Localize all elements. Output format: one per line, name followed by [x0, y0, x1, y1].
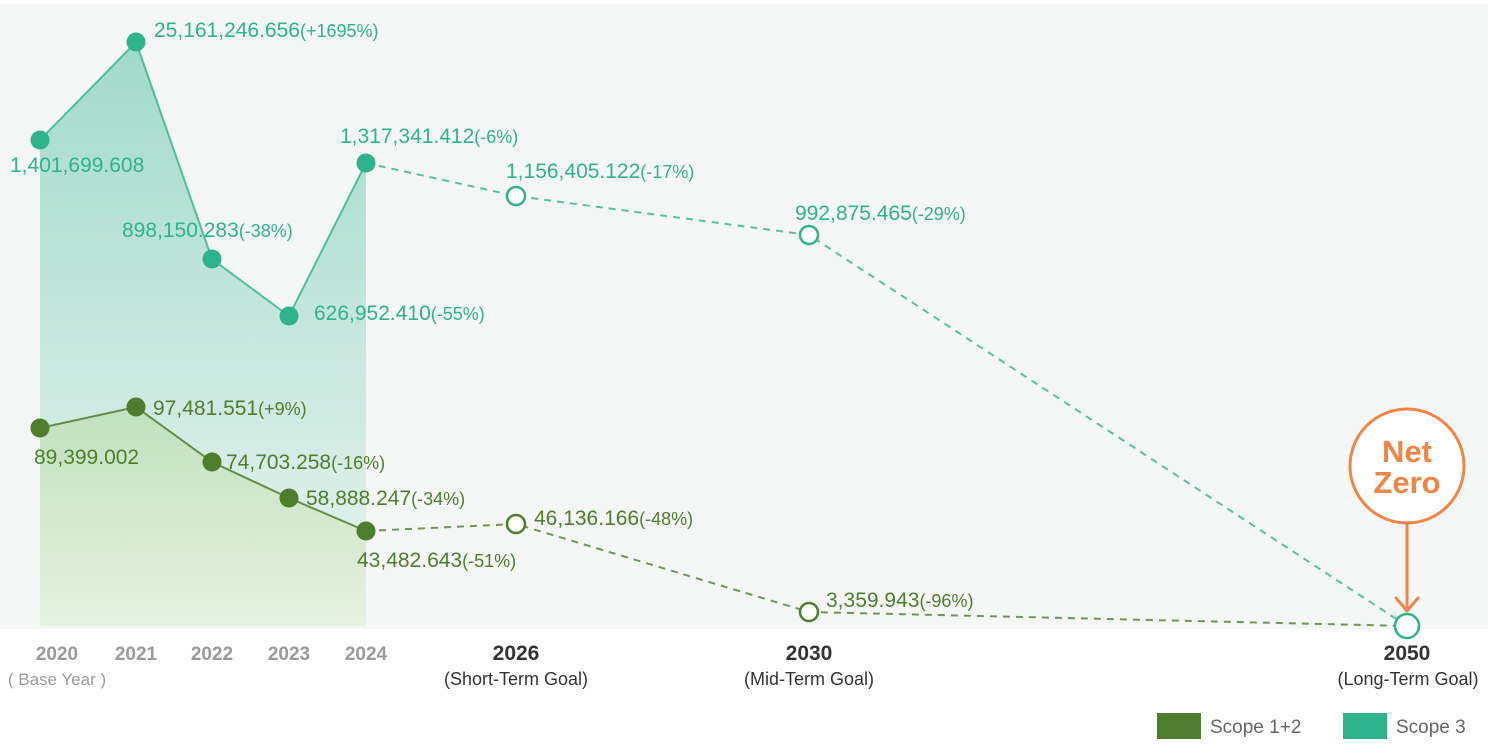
scope3-area	[40, 42, 366, 626]
net-zero-arrow-head	[1394, 596, 1420, 613]
scope3-point-2050	[1393, 612, 1421, 640]
x-tick-2023: 2023	[268, 644, 310, 665]
scope3-label-2022: 898,150.283(-38%)	[122, 219, 293, 242]
x-tick-2050: 2050	[1384, 642, 1431, 665]
scope12-point-2022	[202, 452, 222, 472]
scope3-label-2021: 25,161,246.656(+1695%)	[154, 19, 379, 42]
legend-label-scope3: Scope 3	[1396, 717, 1466, 738]
scope12-point-2026	[505, 513, 527, 535]
scope3-point-2020	[30, 130, 50, 150]
x-tick-sub-2030: (Mid-Term Goal)	[744, 669, 874, 689]
scope3-label-2020: 1,401,699.608	[10, 154, 144, 177]
scope12-point-2023	[279, 488, 299, 508]
x-tick-sub-2050: (Long-Term Goal)	[1337, 669, 1478, 689]
scope12-label-2022: 74,703.258(-16%)	[226, 451, 385, 474]
scope3-point-2022	[202, 249, 222, 269]
legend-swatch-scope12	[1157, 713, 1201, 739]
x-tick-2020: 2020	[36, 644, 78, 665]
data-labels: 1,401,699.608 25,161,246.656(+1695%) 898,1…	[10, 19, 973, 612]
area-fills	[40, 42, 366, 626]
scope12-label-2021: 97,481.551(+9%)	[153, 397, 307, 420]
x-axis: 2020 ( Base Year ) 2021 2022 2023 2024 2026 (Sh…	[8, 642, 1479, 689]
x-tick-2022: 2022	[191, 644, 233, 665]
scope12-point-2030	[798, 601, 820, 623]
x-tick-sub-2026: (Short-Term Goal)	[444, 669, 588, 689]
scope12-label-2026: 46,136.166(-48%)	[534, 507, 693, 530]
series-markers	[30, 32, 1421, 640]
scope3-point-2026	[505, 185, 527, 207]
x-tick-2024: 2024	[345, 644, 388, 665]
x-tick-2026: 2026	[493, 642, 540, 665]
scope3-point-2023	[279, 306, 299, 326]
scope12-point-2024	[356, 521, 376, 541]
x-tick-2021: 2021	[115, 644, 158, 665]
legend-swatch-scope3	[1343, 713, 1387, 739]
scope12-point-2021	[126, 397, 146, 417]
scope3-point-2021	[126, 32, 146, 52]
scope12-target-line	[365, 522, 1408, 627]
x-tick-2030: 2030	[786, 642, 833, 665]
scope3-label-2023: 626,952.410(-55%)	[314, 302, 485, 325]
net-zero-text-line2: Zero	[1373, 465, 1440, 500]
scope3-label-2030: 992,875.465(-29%)	[795, 202, 966, 225]
scope12-label-2023: 58,888.247(-34%)	[306, 487, 465, 510]
scope12-point-2020	[30, 418, 50, 438]
scope3-label-2026: 1,156,405.122(-17%)	[506, 160, 694, 183]
scope12-label-2030: 3,359.943(-96%)	[826, 589, 973, 612]
scope3-point-2030	[798, 224, 820, 246]
scope12-label-2020: 89,399.002	[34, 446, 139, 469]
legend-label-scope12: Scope 1+2	[1210, 717, 1301, 738]
x-tick-sub-2020: ( Base Year )	[8, 670, 106, 689]
legend: Scope 1+2 Scope 3	[1157, 713, 1466, 739]
scope3-point-2024	[356, 153, 376, 173]
scope3-label-2024: 1,317,341.412(-6%)	[340, 125, 518, 148]
net-zero-text-line1: Net	[1382, 434, 1432, 469]
scope12-label-2024: 43,482.643(-51%)	[357, 549, 516, 572]
scope3-target-line	[365, 162, 1408, 627]
